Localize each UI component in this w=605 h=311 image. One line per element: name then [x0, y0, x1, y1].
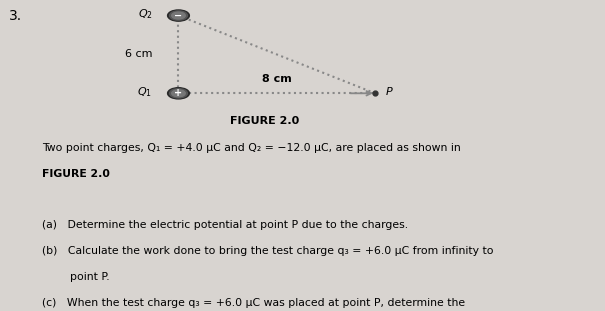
Text: (a)   Determine the electric potential at point P due to the charges.: (a) Determine the electric potential at … [42, 220, 408, 230]
Text: 3.: 3. [9, 9, 22, 23]
Text: P: P [386, 87, 393, 97]
Text: (c)   When the test charge q₃ = +6.0 μC was placed at point P, determine the: (c) When the test charge q₃ = +6.0 μC wa… [42, 298, 465, 308]
Text: $Q_1$: $Q_1$ [137, 85, 152, 99]
Text: 6 cm: 6 cm [125, 49, 153, 59]
Circle shape [169, 89, 188, 98]
Circle shape [168, 10, 189, 21]
Text: −: − [174, 11, 183, 21]
Circle shape [168, 88, 189, 99]
Circle shape [172, 90, 185, 97]
Text: (b)   Calculate the work done to bring the test charge q₃ = +6.0 μC from infinit: (b) Calculate the work done to bring the… [42, 246, 494, 256]
Circle shape [172, 12, 185, 19]
Circle shape [169, 11, 188, 20]
Text: point P.: point P. [42, 272, 110, 282]
Text: 8 cm: 8 cm [262, 74, 292, 84]
Text: FIGURE 2.0: FIGURE 2.0 [230, 116, 299, 126]
Text: $Q_2$: $Q_2$ [137, 7, 152, 21]
Text: Two point charges, Q₁ = +4.0 μC and Q₂ = −12.0 μC, are placed as shown in: Two point charges, Q₁ = +4.0 μC and Q₂ =… [42, 143, 461, 153]
Text: +: + [174, 88, 183, 98]
Text: FIGURE 2.0: FIGURE 2.0 [42, 169, 110, 179]
